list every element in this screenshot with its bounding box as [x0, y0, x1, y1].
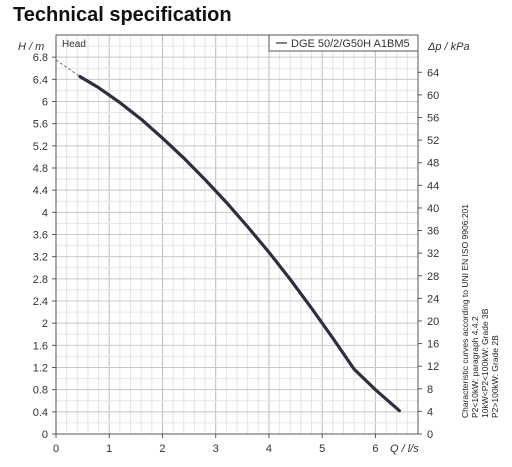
head-curve: [78, 74, 401, 413]
y-tick-label: 2.8: [33, 274, 48, 286]
x-tick-label: 2: [159, 443, 165, 455]
y-tick-label: 1.6: [33, 340, 48, 352]
y-tick-label: 3.2: [33, 252, 48, 264]
x-tick-label: 5: [319, 443, 325, 455]
y-right-tick-label: 64: [427, 67, 439, 79]
y-right-tick-label: 16: [427, 339, 439, 351]
series-name-label: Head: [62, 39, 86, 50]
y-axis-label-right: Δp / kPa: [427, 41, 470, 53]
legend-entry: DGE 50/2/G50H A1BM5: [291, 38, 410, 50]
y-right-tick-label: 40: [427, 203, 439, 215]
y-tick-label: 0: [42, 429, 48, 441]
y-tick-label: 6.4: [33, 74, 48, 86]
y-tick-label: 5.6: [33, 119, 48, 131]
y-tick-label: 1.2: [33, 363, 48, 375]
y-right-tick-label: 28: [427, 271, 439, 283]
page-title: Technical specification: [13, 4, 232, 26]
y-right-tick-label: 44: [427, 180, 439, 192]
y-tick-label: 3.6: [33, 230, 48, 242]
series: [55, 59, 401, 413]
y-axis-label-left: H / m: [18, 41, 44, 53]
y-tick-label: 6: [42, 97, 48, 109]
y-tick-label: 6.8: [33, 52, 48, 64]
side-note: Characteristic curves according to UNI E…: [460, 204, 500, 418]
side-note-line: P2<10kW: paragraph 4.4.2: [470, 316, 480, 418]
y-right-tick-label: 60: [427, 90, 439, 102]
y-right-tick-label: 0: [427, 429, 433, 441]
y-right-tick-label: 52: [427, 135, 439, 147]
y-tick-label: 2.4: [33, 296, 48, 308]
ticks: [52, 56, 422, 438]
y-tick-label: 4.8: [33, 163, 48, 175]
y-right-tick-label: 32: [427, 248, 439, 260]
y-right-tick-label: 48: [427, 158, 439, 170]
y-tick-label: 4.4: [33, 185, 48, 197]
y-right-tick-label: 12: [427, 361, 439, 373]
y-right-tick-label: 56: [427, 113, 439, 125]
tick-labels: 0 0.4 0.8 1.2 1.6 2 2.4 2.8 3.2 3.6 4 4.4 4.8 5.2 5.6 6…: [33, 52, 440, 455]
y-right-tick-label: 36: [427, 226, 439, 238]
legend-box: [268, 34, 419, 52]
legend: DGE 50/2/G50H A1BM5: [268, 34, 419, 52]
x-tick-label: 1: [106, 443, 112, 455]
side-note-line: P2>100kW: Grade 2B: [490, 335, 500, 418]
side-note-line: 10kW<P2<100kW: Grade 3B: [480, 308, 490, 418]
x-tick-label: 6: [372, 443, 378, 455]
y-right-tick-label: 8: [427, 384, 433, 396]
y-right-tick-label: 24: [427, 293, 439, 305]
side-note-line: Characteristic curves according to UNI E…: [460, 204, 470, 418]
y-tick-label: 0.8: [33, 385, 48, 397]
y-tick-label: 0.4: [33, 407, 48, 419]
x-tick-label: 4: [266, 443, 272, 455]
y-tick-label: 2: [42, 318, 48, 330]
x-tick-label: 0: [53, 443, 59, 455]
grid: [56, 35, 418, 434]
x-axis-label: Q / l/s: [390, 443, 419, 455]
y-right-tick-label: 20: [427, 316, 439, 328]
y-tick-label: 4: [42, 207, 48, 219]
y-right-tick-label: 4: [427, 406, 433, 418]
y-tick-label: 5.2: [33, 141, 48, 153]
x-tick-label: 3: [213, 443, 219, 455]
